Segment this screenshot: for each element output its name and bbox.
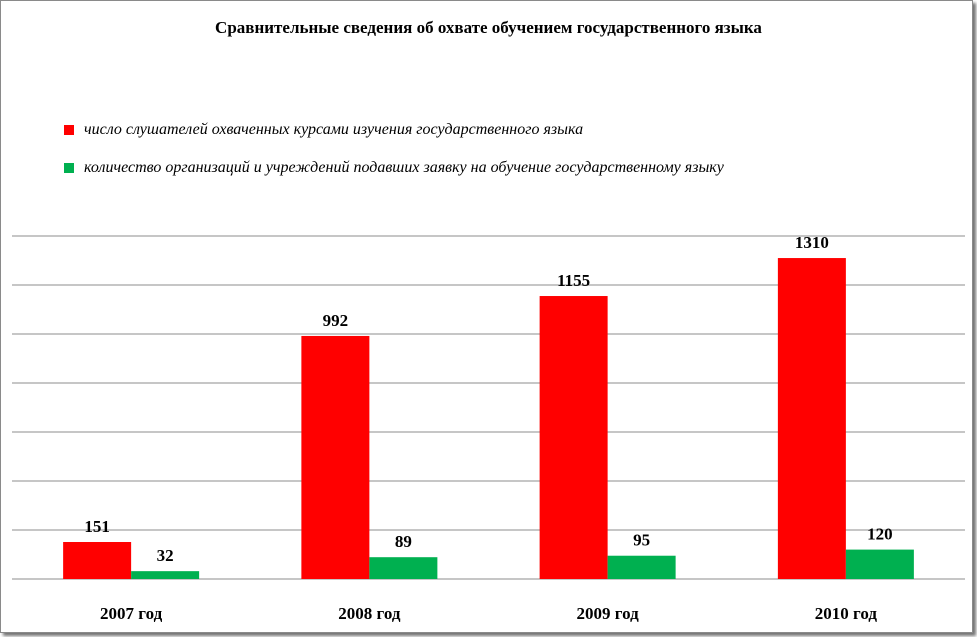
chart-legend: число слушателей охваченных курсами изуч…: [64, 120, 724, 196]
bar: [539, 296, 608, 579]
bar: [63, 542, 132, 579]
bar: [607, 555, 676, 579]
legend-swatch-green: [64, 163, 74, 173]
x-tick-label: 2010 год: [815, 604, 878, 623]
legend-item-listeners: число слушателей охваченных курсами изуч…: [64, 120, 724, 140]
data-label: 32: [157, 546, 174, 565]
bar: [301, 335, 370, 579]
data-label: 1310: [795, 233, 829, 252]
legend-item-organizations: количество организаций и учреждений пода…: [64, 158, 724, 178]
bar: [131, 571, 200, 579]
x-tick-label: 2008 год: [338, 604, 401, 623]
data-label: 151: [84, 517, 110, 536]
chart-title: Сравнительные сведения об охвате обучени…: [215, 18, 762, 37]
data-label: 992: [323, 311, 349, 330]
bar: [845, 549, 914, 579]
data-label: 95: [633, 531, 650, 550]
legend-label-organizations: количество организаций и учреждений пода…: [84, 159, 724, 176]
data-label: 89: [395, 532, 412, 551]
data-label: 1155: [557, 271, 590, 290]
x-tick-label: 2007 год: [100, 604, 163, 623]
legend-label-listeners: число слушателей охваченных курсами изуч…: [84, 121, 584, 138]
x-tick-label: 2009 год: [577, 604, 640, 623]
legend-swatch-red: [64, 125, 74, 135]
bar: [777, 258, 846, 579]
data-label: 120: [867, 525, 893, 544]
bar: [369, 557, 438, 579]
